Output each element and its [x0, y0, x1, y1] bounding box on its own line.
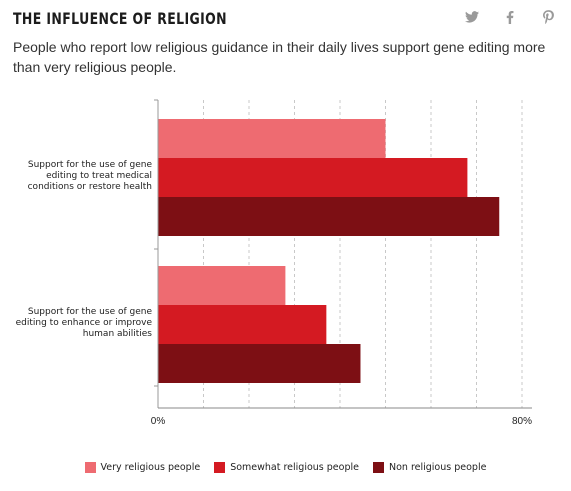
category-label: Support for the use of gene	[28, 307, 153, 317]
facebook-f-glyph	[506, 10, 514, 24]
legend-item: Somewhat religious people	[214, 462, 359, 473]
bar	[158, 197, 500, 236]
chart-title: THE INFLUENCE OF RELIGION	[13, 9, 227, 28]
pinterest-p-glyph	[542, 10, 554, 24]
bars	[158, 119, 500, 383]
chart-subtitle: People who report low religious guidance…	[13, 39, 546, 75]
legend-item: Very religious people	[84, 462, 201, 473]
facebook-icon[interactable]	[501, 8, 519, 26]
legend-label: Somewhat religious people	[230, 462, 359, 473]
legend-item: Non religious people	[372, 462, 487, 473]
category-label: Support for the use of gene	[28, 160, 153, 170]
legend-swatch	[214, 462, 226, 473]
category-label: human abilities	[83, 329, 153, 339]
bar	[158, 119, 386, 158]
category-label: editing to enhance or improve	[16, 318, 153, 328]
legend-swatch	[372, 462, 384, 473]
legend-swatch	[84, 462, 96, 473]
x-tick-label: 0%	[151, 416, 166, 427]
bar	[158, 266, 286, 305]
axes: 0% 80%	[151, 99, 532, 427]
category-label: conditions or restore health	[28, 182, 152, 192]
x-tick-label: 80%	[512, 416, 532, 427]
legend-label: Non religious people	[388, 462, 487, 473]
twitter-bird-glyph	[465, 11, 479, 23]
category-label: editing to treat medical	[46, 171, 152, 181]
twitter-icon[interactable]	[463, 8, 481, 26]
pinterest-icon[interactable]	[539, 8, 557, 26]
bar	[158, 344, 361, 383]
legend-label: Very religious people	[100, 462, 201, 473]
legend: Very religious people Somewhat religious …	[0, 462, 571, 473]
bar	[158, 305, 327, 344]
bar	[158, 158, 468, 197]
social-share-bar	[463, 8, 557, 26]
